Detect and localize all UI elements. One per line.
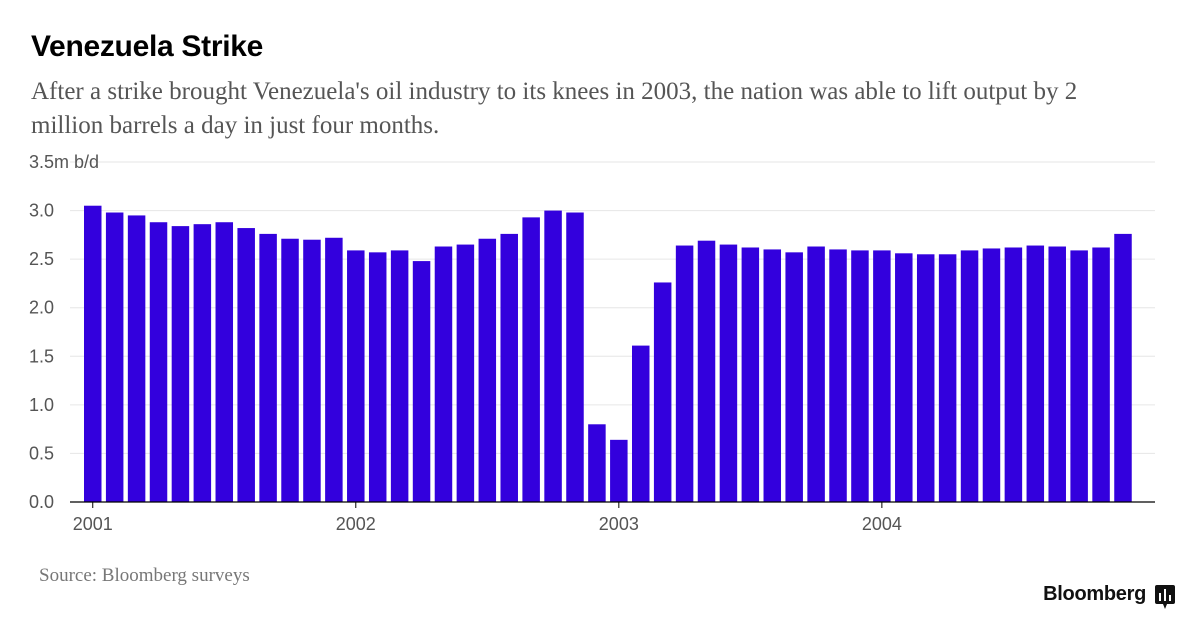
bar: [1026, 245, 1045, 503]
bar: [127, 215, 146, 502]
y-tick-label: 2.5: [29, 249, 54, 269]
bar: [719, 244, 738, 502]
bar: [916, 254, 935, 502]
bar: [544, 210, 562, 502]
bar: [829, 249, 847, 502]
bar: [215, 222, 234, 503]
bar: [653, 282, 672, 502]
y-tick-label: 2.0: [29, 298, 54, 318]
y-tick-label: 0.0: [29, 492, 54, 512]
bar: [259, 233, 277, 502]
bar: [347, 250, 365, 502]
bar: [456, 244, 475, 502]
bar: [807, 246, 825, 502]
y-tick-label: 0.5: [29, 443, 54, 463]
bar: [303, 239, 321, 502]
y-tick-label: 3.0: [29, 201, 54, 221]
bar: [851, 250, 869, 502]
source-note: Source: Bloomberg surveys: [39, 565, 250, 586]
chart-subtitle: After a strike brought Venezuela's oil i…: [31, 78, 1078, 139]
x-tick-label: 2001: [73, 514, 113, 534]
bar: [675, 245, 694, 503]
bar: [632, 345, 650, 502]
bar: [412, 261, 431, 502]
y-tick-label: 1.0: [29, 395, 54, 415]
bar: [500, 233, 518, 502]
bar: [522, 217, 540, 502]
bar: [281, 238, 299, 503]
bar: [171, 226, 190, 503]
y-tick-label: 3.5m b/d: [29, 152, 99, 172]
bar: [785, 252, 803, 502]
bar: [1114, 233, 1132, 502]
bar: [478, 238, 497, 503]
bar: [763, 249, 782, 502]
bar: [1070, 250, 1088, 502]
brand-logo: Bloomberg: [1043, 583, 1146, 605]
bar: [895, 253, 913, 502]
chart-title: Venezuela Strike: [31, 30, 263, 63]
bar: [1004, 247, 1023, 502]
bar: [325, 237, 343, 502]
bar: [610, 439, 628, 502]
y-tick-label: 1.5: [29, 346, 54, 366]
bar: [368, 252, 387, 502]
bloomberg-terminal-icon: [1155, 585, 1175, 609]
bar: [434, 246, 453, 502]
bar: [960, 250, 979, 502]
bar: [390, 250, 409, 502]
bar: [938, 254, 957, 502]
bar: [105, 212, 124, 502]
bar: [193, 224, 212, 503]
bar: [84, 205, 102, 502]
bar: [982, 248, 1001, 502]
bar: [1048, 246, 1066, 502]
bar: [149, 222, 168, 503]
bar: [237, 228, 255, 502]
bar: [873, 250, 891, 502]
x-tick-label: 2002: [336, 514, 376, 534]
bar: [1092, 247, 1110, 502]
bar: [741, 247, 760, 502]
bar: [697, 240, 716, 502]
bar: [566, 212, 584, 502]
bar: [588, 424, 606, 502]
x-tick-label: 2003: [599, 514, 639, 534]
x-tick-label: 2004: [862, 514, 902, 534]
